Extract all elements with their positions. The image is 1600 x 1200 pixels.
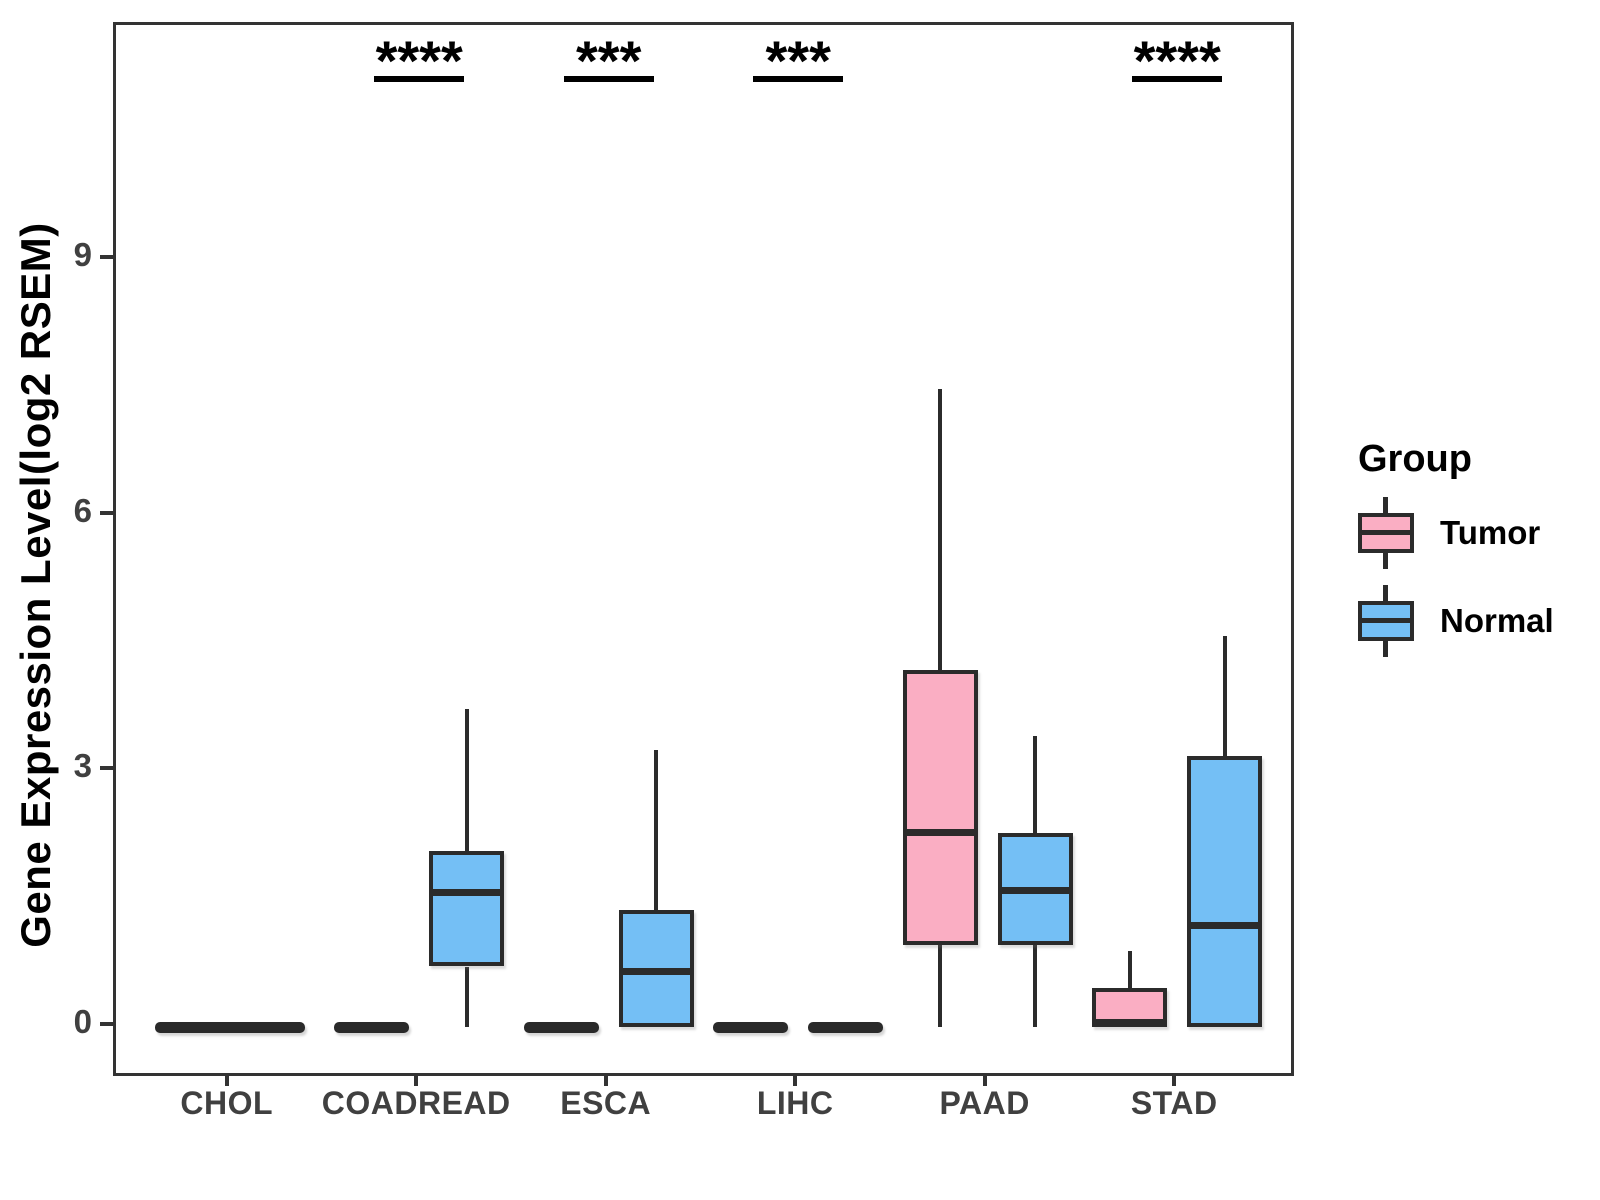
lower-whisker-COADREAD-normal <box>464 966 469 1027</box>
y-axis-tick <box>100 1022 114 1026</box>
x-axis-tick <box>224 1073 229 1086</box>
x-axis-tick <box>793 1073 798 1086</box>
upper-whisker-STAD-tumor <box>1127 951 1132 988</box>
flat-box-CHOL-tumor <box>154 1021 305 1033</box>
x-axis-tick <box>414 1073 419 1086</box>
significance-stars-COADREAD: **** <box>375 29 463 92</box>
upper-whisker-COADREAD-normal <box>464 709 469 851</box>
box-PAAD-tumor <box>902 670 978 946</box>
y-axis-tick-label: 0 <box>73 1003 92 1040</box>
significance-stars-STAD: **** <box>1133 29 1221 92</box>
median-STAD-normal <box>1187 922 1263 930</box>
significance-stars-ESCA: *** <box>575 29 642 92</box>
y-axis-tick <box>100 766 114 771</box>
box-STAD-normal <box>1187 756 1263 1027</box>
x-axis-tick <box>603 1073 608 1086</box>
upper-whisker-STAD-normal <box>1222 635 1227 757</box>
flat-box-ESCA-tumor <box>523 1021 599 1033</box>
x-axis-tick-label: STAD <box>1130 1085 1218 1121</box>
upper-whisker-PAAD-normal <box>1033 735 1038 833</box>
significance-bar-LIHC <box>753 76 844 82</box>
y-axis-tick <box>100 255 114 260</box>
x-axis-tick-label: CHOL <box>180 1085 274 1121</box>
legend-label-normal: Normal <box>1440 602 1554 639</box>
lower-whisker-PAAD-tumor <box>938 945 943 1027</box>
upper-whisker-PAAD-tumor <box>938 388 943 670</box>
significance-bar-COADREAD <box>374 76 465 82</box>
x-axis-tick-label: LIHC <box>756 1085 834 1121</box>
plot-panel: **** *** *** **** <box>113 22 1294 1076</box>
flat-box-LIHC-normal <box>808 1021 884 1033</box>
legend-title: Group <box>1358 438 1472 480</box>
lower-whisker-PAAD-normal <box>1033 945 1038 1027</box>
median-ESCA-normal <box>618 968 694 976</box>
median-PAAD-tumor <box>902 829 978 837</box>
legend-item-normal: Normal <box>1358 585 1600 657</box>
flat-box-LIHC-tumor <box>713 1021 789 1033</box>
y-axis-tick-label: 3 <box>73 747 92 785</box>
y-axis-tick-label: 9 <box>73 236 92 274</box>
median-PAAD-normal <box>997 887 1073 895</box>
y-axis-title: Gene Expression Level(log2 RSEM) <box>12 222 59 948</box>
y-axis-tick <box>100 510 114 515</box>
x-axis-tick-label: COADREAD <box>321 1085 511 1121</box>
x-axis-tick-label: ESCA <box>560 1085 652 1121</box>
tumor-boxplot-key-icon <box>1358 497 1414 569</box>
significance-bar-STAD <box>1132 76 1223 82</box>
median-STAD-tumor <box>1092 1019 1168 1027</box>
legend-label-tumor: Tumor <box>1440 514 1541 551</box>
key-median <box>1358 530 1414 535</box>
x-axis-tick <box>1172 1073 1177 1086</box>
legend: Group Tumor Normal <box>1330 438 1600 657</box>
legend-item-tumor: Tumor <box>1358 497 1600 569</box>
significance-stars-LIHC: *** <box>765 29 831 92</box>
significance-bar-ESCA <box>563 76 654 82</box>
upper-whisker-ESCA-normal <box>654 750 659 911</box>
y-axis-tick-label: 6 <box>73 491 92 529</box>
median-COADREAD-normal <box>429 888 505 896</box>
x-axis-tick-label: PAAD <box>939 1085 1030 1121</box>
box-COADREAD-normal <box>429 850 505 967</box>
x-axis-tick <box>982 1073 987 1086</box>
flat-box-COADREAD-tumor <box>334 1021 410 1033</box>
key-median <box>1358 618 1414 623</box>
normal-boxplot-key-icon <box>1358 585 1414 657</box>
